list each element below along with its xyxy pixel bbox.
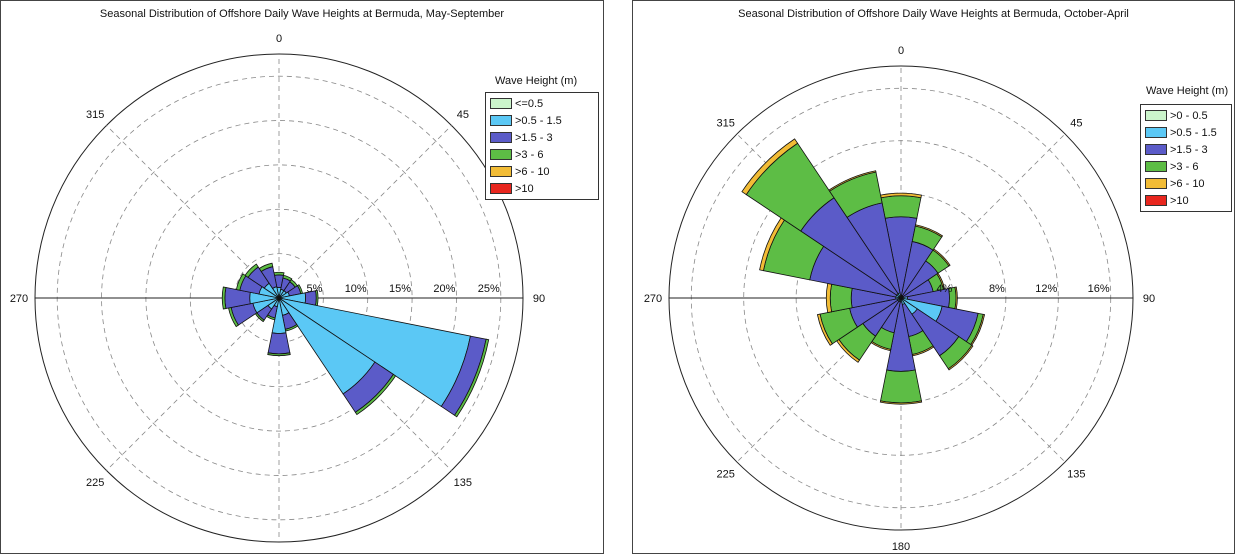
sector-bar (880, 195, 922, 219)
grid-spoke (106, 297, 280, 471)
legend-label: >0.5 - 1.5 (515, 114, 562, 127)
legend-label: >1.5 - 3 (1170, 143, 1208, 156)
legend-label: >6 - 10 (1170, 177, 1205, 190)
sector-bar (880, 369, 922, 404)
direction-label: 180 (892, 541, 910, 553)
radial-tick-label: 4% (937, 283, 953, 295)
legend-item: <=0.5 (490, 95, 594, 112)
direction-label: 135 (454, 477, 472, 489)
legend-swatch (490, 98, 512, 109)
legend-item: >1.5 - 3 (490, 129, 594, 146)
sector-bar (828, 170, 877, 192)
sector-bar (244, 263, 259, 278)
legend-label: >10 (515, 182, 534, 195)
radial-tick-label: 12% (1035, 283, 1057, 295)
legend-item: >3 - 6 (490, 146, 594, 163)
legend-item: >10 (1145, 192, 1227, 209)
legend-item: >10 (490, 180, 594, 197)
radial-tick-label: 10% (345, 283, 367, 295)
legend-label: >1.5 - 3 (515, 131, 553, 144)
legend-item: >1.5 - 3 (1145, 141, 1227, 158)
legend-item: >0.5 - 1.5 (1145, 124, 1227, 141)
legend-swatch (1145, 144, 1167, 155)
sector-bar (258, 262, 274, 272)
sector-bar (267, 352, 291, 357)
sector-bar (879, 400, 923, 405)
chart-title: Seasonal Distribution of Offshore Daily … (738, 8, 1129, 20)
sector-bar (914, 224, 944, 238)
legend-item: >6 - 10 (490, 163, 594, 180)
direction-label: 270 (644, 293, 662, 305)
sector-bar (235, 273, 247, 291)
direction-label: 90 (533, 293, 545, 305)
legend-swatch (1145, 127, 1167, 138)
chart-panel-may-september: Seasonal Distribution of Offshore Daily … (0, 0, 604, 554)
direction-label: 225 (716, 468, 734, 480)
legend-label: >3 - 6 (515, 148, 544, 161)
legend-label: <=0.5 (515, 97, 544, 110)
legend-label: >6 - 10 (515, 165, 550, 178)
legend-item: >0.5 - 1.5 (490, 112, 594, 129)
direction-label: 0 (898, 45, 904, 57)
legend-title: Wave Height (m) (495, 75, 578, 87)
radial-tick-label: 20% (433, 283, 455, 295)
sector-bar (816, 313, 833, 346)
sector-bar (880, 192, 922, 199)
legend-swatch (490, 183, 512, 194)
direction-label: 45 (457, 109, 469, 121)
sector-bar (267, 332, 291, 355)
chart-title: Seasonal Distribution of Offshore Daily … (99, 8, 505, 20)
radial-tick-label: 5% (306, 283, 322, 295)
direction-label: 270 (10, 293, 28, 305)
sector-bar (282, 274, 293, 282)
legend-swatch (490, 115, 512, 126)
direction-label: 90 (1143, 293, 1155, 305)
radial-tick-label: 16% (1088, 283, 1110, 295)
wind-rose-october-april: 0 45 90 135 180 225 270 315 4% 8% 12% 16% (644, 45, 1155, 553)
wind-rose-may-september: 045901351802252703155%10%15%20%25% (10, 33, 545, 543)
legend-swatch (490, 149, 512, 160)
radial-tick-label: 8% (989, 283, 1005, 295)
legend-swatch (490, 166, 512, 177)
direction-label: 315 (716, 118, 734, 130)
direction-label: 225 (86, 477, 104, 489)
legend-swatch (1145, 178, 1167, 189)
legend-swatch (1145, 161, 1167, 172)
legend-label: >0.5 - 1.5 (1170, 126, 1217, 139)
legend-label: >0 - 0.5 (1170, 109, 1208, 122)
sector-bar (454, 338, 490, 418)
sector-bar (354, 373, 397, 416)
sector-bar (947, 344, 974, 371)
legend-swatch (1145, 195, 1167, 206)
direction-label: 315 (86, 109, 104, 121)
legend-swatch (490, 132, 512, 143)
grid-spoke (278, 125, 452, 299)
sector-bar (741, 138, 799, 196)
legend-label: >10 (1170, 194, 1189, 207)
radial-tick-label: 25% (478, 283, 500, 295)
legend: <=0.5 >0.5 - 1.5 >1.5 - 3 >3 - 6 >6 - 10 >10 (485, 92, 599, 200)
radial-tick-label: 15% (389, 283, 411, 295)
legend-title: Wave Height (m) (1146, 85, 1229, 97)
sector-bar (221, 286, 227, 310)
legend-item: >0 - 0.5 (1145, 107, 1227, 124)
sector-bar (932, 248, 951, 267)
direction-label: 0 (276, 33, 282, 45)
legend-item: >3 - 6 (1145, 158, 1227, 175)
sector-bar (273, 271, 285, 276)
legend-item: >6 - 10 (1145, 175, 1227, 192)
sector-bar (829, 283, 853, 313)
legend: >0 - 0.5 >0.5 - 1.5 >1.5 - 3 >3 - 6 >6 - 10 >… (1140, 104, 1232, 212)
chart-panel-october-april: Seasonal Distribution of Offshore Daily … (632, 0, 1235, 554)
direction-label: 135 (1067, 468, 1085, 480)
legend-swatch (1145, 110, 1167, 121)
legend-label: >3 - 6 (1170, 160, 1199, 173)
direction-label: 45 (1070, 118, 1082, 130)
